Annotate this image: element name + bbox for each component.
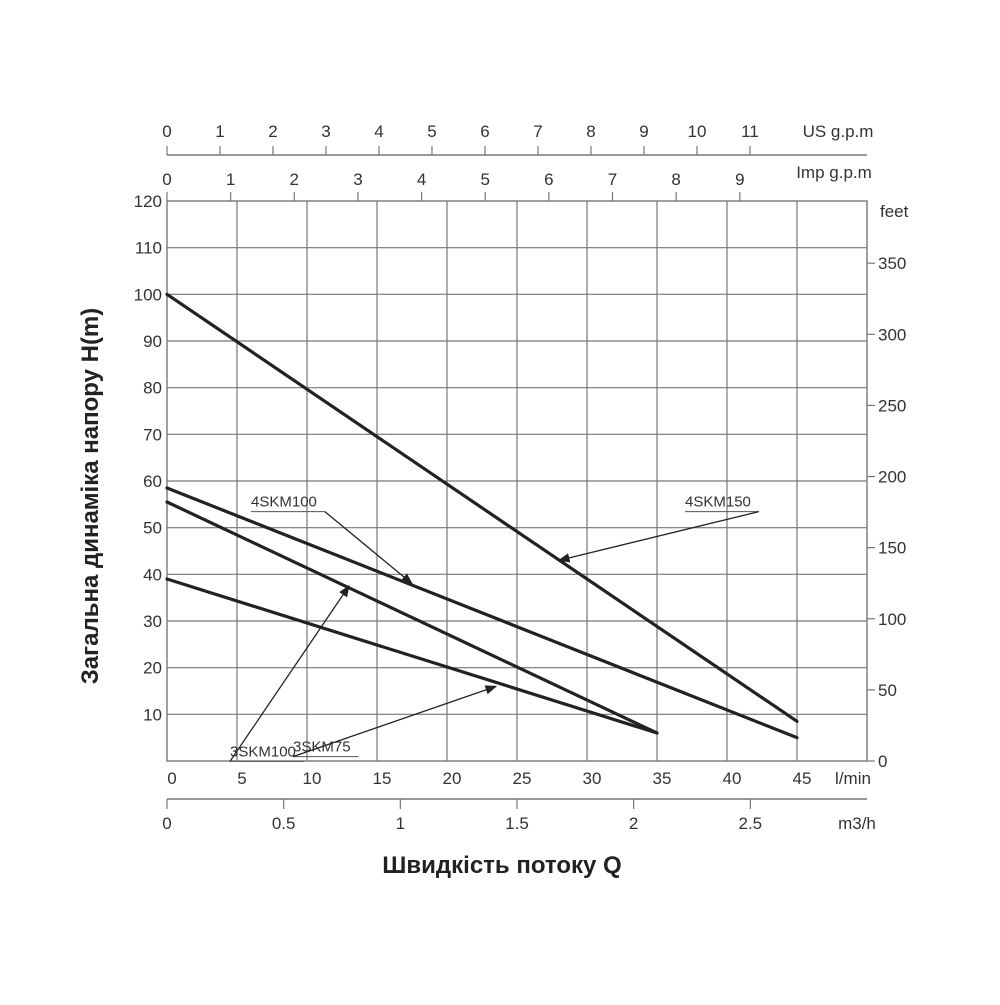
y-tick-label: 100 <box>134 285 162 304</box>
imp-gpm-axis-tick-label: 3 <box>353 170 362 189</box>
right-axis-tick-label: 100 <box>878 610 906 629</box>
imp-gpm-axis-tick-label: 8 <box>671 170 680 189</box>
us-gpm-axis-tick-label: 10 <box>687 122 706 141</box>
us-gpm-axis-tick-label: 7 <box>533 122 542 141</box>
us-gpm-axis-tick-label: 9 <box>639 122 648 141</box>
m3h-axis-tick-label: 1.5 <box>505 814 529 833</box>
y-tick-label: 10 <box>143 705 162 724</box>
y-tick-label: 110 <box>135 239 162 258</box>
m3h-axis-tick-label: 2 <box>629 814 638 833</box>
y-axis-title: Загальна динаміка напору H(m) <box>77 308 104 685</box>
y-tick-label: 20 <box>143 659 162 678</box>
right-axis-tick-label: 250 <box>878 396 906 415</box>
m3h-axis-tick-label: 0.5 <box>272 814 296 833</box>
imp-gpm-axis-tick-label: 4 <box>417 170 426 189</box>
y-tick-label: 30 <box>143 612 162 631</box>
x-tick-label: 15 <box>373 769 392 788</box>
m3h-axis-tick-label: 0 <box>162 814 171 833</box>
y-tick-label: 120 <box>134 192 162 211</box>
us-gpm-axis-tick-label: 4 <box>374 122 383 141</box>
x-tick-label: 10 <box>303 769 322 788</box>
us-gpm-axis-tick-label: 2 <box>268 122 277 141</box>
right-axis-tick-label: 150 <box>878 539 906 558</box>
series-label: 3SKM100 <box>230 743 296 760</box>
series-label: 4SKM150 <box>685 494 751 511</box>
x-tick-label: 20 <box>443 769 462 788</box>
imp-gpm-axis-tick-label: 0 <box>162 170 171 189</box>
right-axis-tick-label: 350 <box>878 254 906 273</box>
series-labels: 4SKM1504SKM1003SKM1003SKM75 <box>229 494 760 762</box>
x-axis-unit: l/min <box>835 769 871 788</box>
y-tick-label: 70 <box>143 425 162 444</box>
x-tick-label: 45 <box>793 769 812 788</box>
right-axis-tick-label: 50 <box>878 681 897 700</box>
y-tick-label: 40 <box>143 565 162 584</box>
us-gpm-axis-tick-label: 1 <box>215 122 224 141</box>
series-line <box>165 577 659 735</box>
series-label: 4SKM100 <box>251 494 317 511</box>
axes: 1020304050607080901001101200501001502002… <box>134 122 909 833</box>
us-gpm-axis-tick-label: 8 <box>586 122 595 141</box>
x-tick-label: 25 <box>513 769 532 788</box>
m3h-axis-unit: m3/h <box>838 814 876 833</box>
y-tick-label: 80 <box>143 379 162 398</box>
series-line <box>165 486 799 740</box>
right-axis-tick-label: 200 <box>878 468 906 487</box>
series-leader-arrow <box>229 585 350 762</box>
us-gpm-axis-unit: US g.p.m <box>803 122 874 141</box>
us-gpm-axis-tick-label: 11 <box>741 122 759 141</box>
grid <box>166 200 868 762</box>
series-leader-arrow <box>292 685 498 758</box>
us-gpm-axis-tick-label: 5 <box>427 122 436 141</box>
x-tick-label: 0 <box>167 769 176 788</box>
imp-gpm-axis-tick-label: 9 <box>735 170 744 189</box>
m3h-axis-tick-label: 1 <box>396 814 405 833</box>
x-tick-label: 30 <box>583 769 602 788</box>
us-gpm-axis-tick-label: 3 <box>321 122 330 141</box>
imp-gpm-axis-tick-label: 1 <box>226 170 235 189</box>
m3h-axis-tick-label: 2.5 <box>739 814 763 833</box>
series-line <box>165 292 799 723</box>
x-axis-title: Швидкість потоку Q <box>382 852 621 879</box>
us-gpm-axis-tick-label: 6 <box>480 122 489 141</box>
right-axis-tick-label: 300 <box>878 325 906 344</box>
imp-gpm-axis-tick-label: 7 <box>608 170 617 189</box>
y-tick-label: 60 <box>143 472 162 491</box>
right-axis-unit: feet <box>880 202 909 221</box>
x-tick-label: 40 <box>723 769 742 788</box>
x-tick-label: 35 <box>653 769 672 788</box>
series-leader-arrow <box>324 511 413 585</box>
right-axis-tick-label: 0 <box>878 752 887 771</box>
series-lines <box>165 292 799 740</box>
y-tick-label: 50 <box>143 519 162 538</box>
series-line <box>165 500 659 735</box>
imp-gpm-axis-unit: Imp g.p.m <box>796 163 872 182</box>
us-gpm-axis-tick-label: 0 <box>162 122 171 141</box>
imp-gpm-axis-tick-label: 2 <box>290 170 299 189</box>
imp-gpm-axis-tick-label: 5 <box>480 170 489 189</box>
series-leader-arrow <box>557 511 760 563</box>
y-tick-label: 90 <box>143 332 162 351</box>
x-tick-label: 5 <box>237 769 246 788</box>
imp-gpm-axis-tick-label: 6 <box>544 170 553 189</box>
